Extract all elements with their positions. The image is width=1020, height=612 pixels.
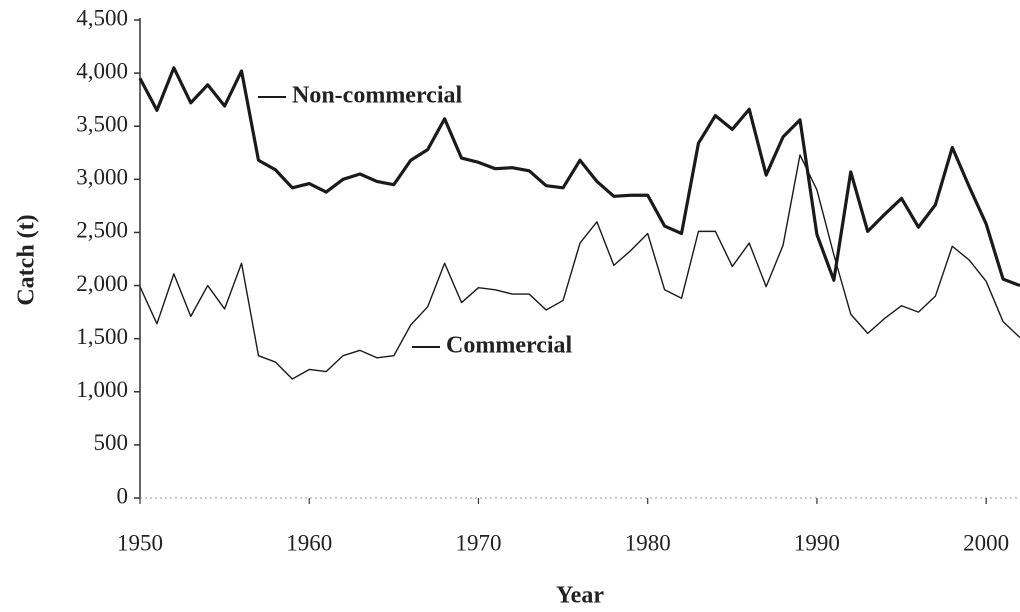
series-line — [138, 66, 1020, 288]
y-tick-label: 2,500 — [76, 218, 128, 243]
series-line — [139, 154, 1020, 380]
y-tick-label: 0 — [117, 483, 129, 508]
y-axis-title: Catch (t) — [14, 214, 40, 305]
x-tick-label: 1950 — [117, 530, 163, 555]
y-tick-label: 2,000 — [76, 271, 128, 296]
y-tick-label: 4,500 — [76, 5, 128, 30]
y-tick-label: 3,000 — [76, 165, 128, 190]
x-tick-label: 1980 — [625, 530, 671, 555]
y-tick-label: 1,000 — [76, 377, 128, 402]
y-tick-label: 4,000 — [76, 58, 128, 83]
x-tick-label: 2000 — [963, 530, 1009, 555]
y-tick-label: 3,500 — [76, 112, 128, 137]
x-tick-label: 1970 — [455, 530, 501, 555]
x-tick-label: 1960 — [286, 530, 332, 555]
y-tick-label: 1,500 — [76, 324, 128, 349]
y-tick-label: 500 — [94, 430, 129, 455]
x-axis-title: Year — [556, 583, 604, 609]
legend-label: Commercial — [446, 333, 573, 359]
x-tick-label: 1990 — [794, 530, 840, 555]
legend-label: Non-commercial — [292, 83, 463, 109]
